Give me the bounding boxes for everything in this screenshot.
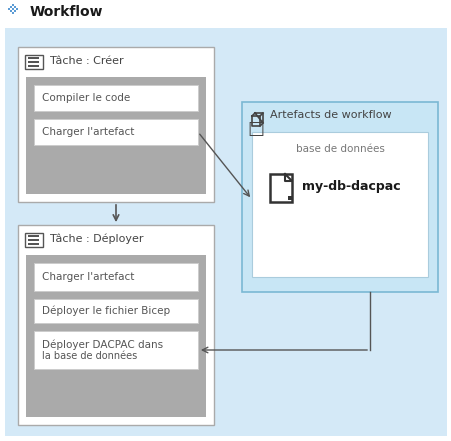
Bar	[14, 10, 16, 12]
Bar	[28, 235, 39, 237]
Bar	[16, 8, 18, 10]
Text: Tâche : Déployer: Tâche : Déployer	[50, 234, 143, 244]
Bar	[269, 174, 291, 202]
Bar	[26, 255, 206, 417]
Bar	[18, 47, 213, 202]
Bar	[28, 61, 39, 63]
Bar	[241, 102, 437, 292]
Text: Tâche : Créer: Tâche : Créer	[50, 56, 124, 66]
Text: Charger l'artefact: Charger l'artefact	[42, 272, 134, 282]
Bar	[287, 196, 291, 200]
Bar	[0, 0, 451, 28]
Bar	[18, 225, 213, 425]
Bar	[34, 85, 198, 111]
Bar	[28, 239, 39, 241]
Text: base de données: base de données	[295, 144, 384, 154]
Bar	[34, 119, 198, 145]
Text: Artefacts de workflow: Artefacts de workflow	[269, 110, 391, 120]
Bar	[28, 243, 39, 245]
Text: Déployer DACPAC dans: Déployer DACPAC dans	[42, 339, 163, 350]
Bar	[12, 12, 14, 14]
Bar	[12, 8, 14, 10]
Bar	[10, 10, 12, 12]
Text: Déployer le fichier Bicep: Déployer le fichier Bicep	[42, 306, 170, 316]
Bar	[8, 8, 10, 10]
Bar	[25, 55, 43, 69]
Text: my-db-dacpac: my-db-dacpac	[301, 180, 400, 193]
Text: Compiler le code: Compiler le code	[42, 93, 130, 103]
Text: la base de données: la base de données	[42, 351, 137, 361]
Bar	[14, 6, 16, 8]
Text: □: □	[247, 120, 264, 138]
Bar	[34, 263, 198, 291]
Bar	[252, 132, 427, 277]
Bar	[28, 57, 39, 59]
Bar	[34, 331, 198, 369]
Bar	[34, 299, 198, 323]
Text: Workflow: Workflow	[30, 5, 103, 19]
Bar	[10, 6, 12, 8]
Text: Charger l'artefact: Charger l'artefact	[42, 127, 134, 137]
Bar	[25, 233, 43, 247]
Bar	[26, 77, 206, 194]
Bar	[28, 65, 39, 67]
Bar	[12, 4, 14, 6]
